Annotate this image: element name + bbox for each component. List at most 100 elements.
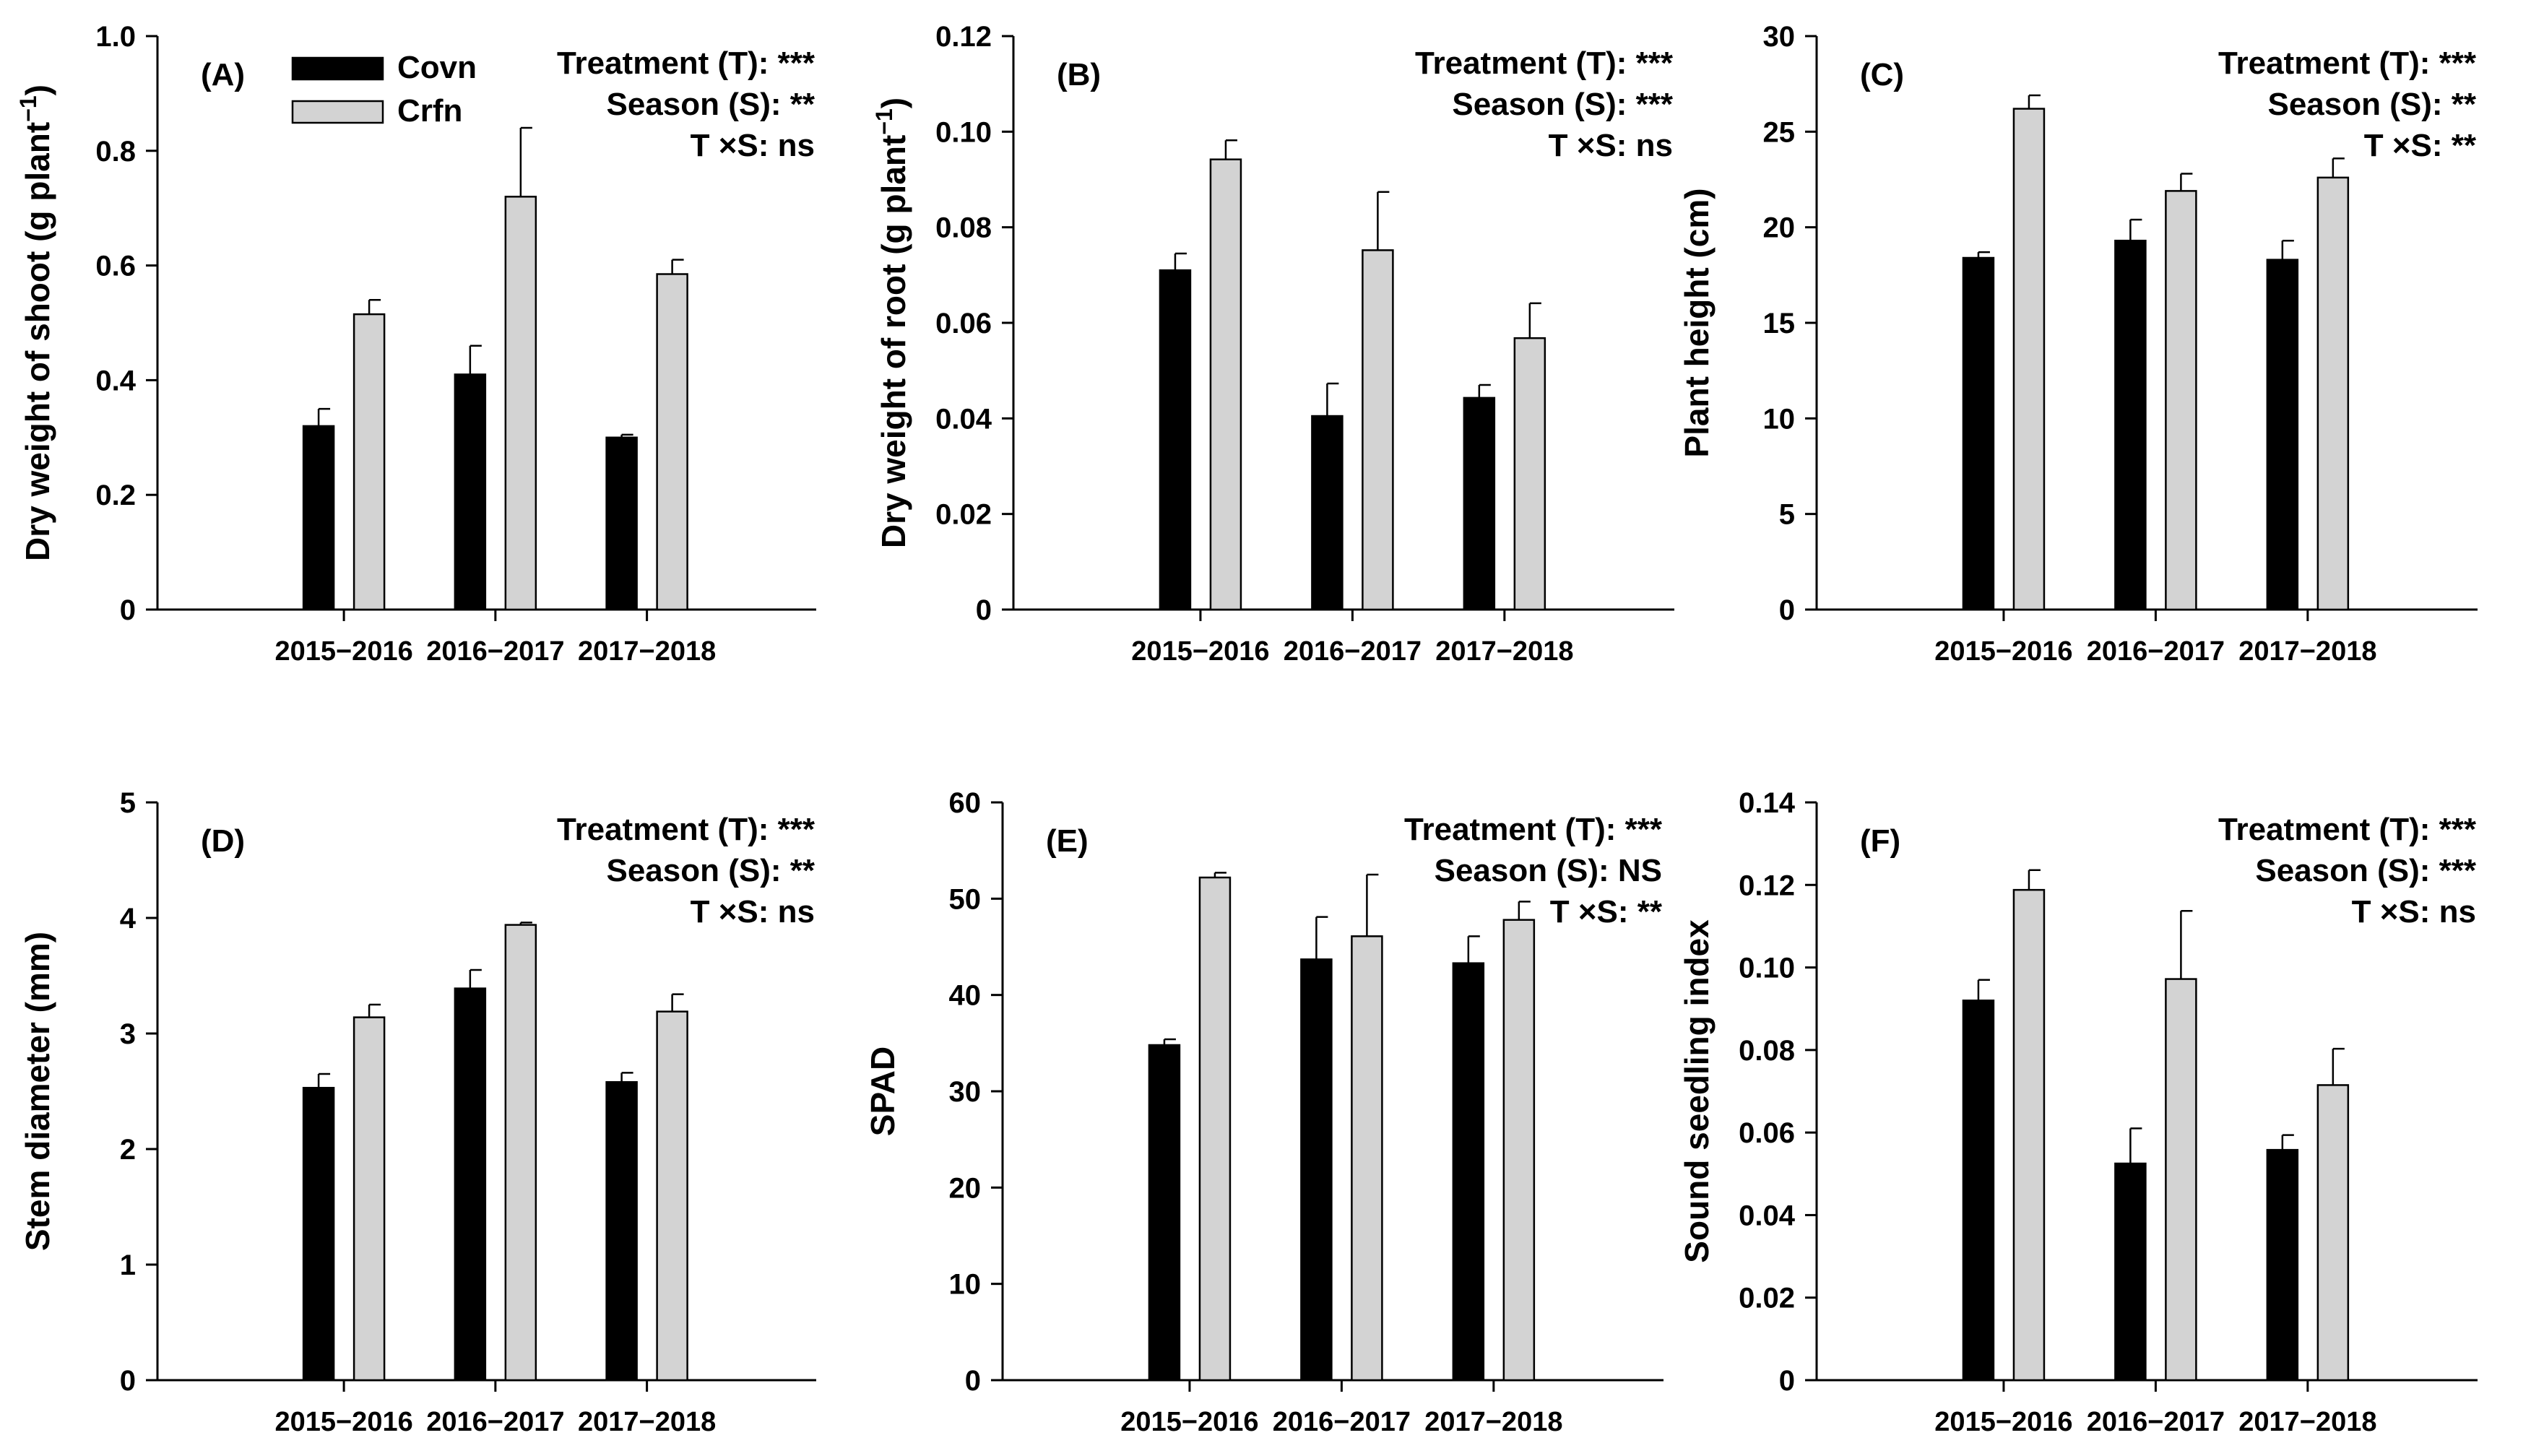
bar-covn — [2114, 1162, 2147, 1382]
y-tick-label: 10 — [1763, 403, 1796, 435]
bar-crfn — [2316, 1084, 2350, 1382]
x-tick-label: 2015−2016 — [274, 1407, 412, 1437]
bar-crfn — [2165, 190, 2197, 611]
bar-covn — [1463, 396, 1496, 611]
axis-line — [156, 802, 816, 1382]
annotation-text: T ×S: ** — [2364, 128, 2477, 163]
x-tick-label: 2017−2018 — [2238, 1407, 2376, 1437]
y-tick-label: 60 — [949, 787, 982, 819]
y-axis-label-end: ) — [875, 98, 912, 108]
bar-covn — [605, 1080, 638, 1382]
y-tick-label: 0.14 — [1739, 787, 1796, 819]
y-tick-label: 20 — [949, 1172, 982, 1204]
y-tick-label: 1 — [120, 1249, 136, 1281]
y-axis-label-main: Stem diameter (mm) — [19, 932, 56, 1251]
bar-covn — [1300, 958, 1333, 1382]
y-tick-label: 3 — [120, 1018, 136, 1050]
bar-crfn — [1362, 249, 1394, 611]
y-tick-label: 20 — [1763, 212, 1796, 244]
annotation-text: T ×S: ns — [2352, 894, 2476, 930]
bar-covn — [1311, 415, 1344, 611]
bar-covn — [454, 987, 487, 1382]
x-tick-label: 2015−2016 — [1120, 1407, 1258, 1437]
chart-panel-6: 0 0.02 0.04 0.06 0.08 0.10 0.12 0.14 2015−2016 20… — [1678, 787, 2478, 1437]
bar-covn — [1962, 256, 1995, 611]
chart-panel-1: 0 0.2 0.4 0.6 0.8 1.0 2015−2016 2016−2017 2017−2… — [15, 21, 816, 667]
y-axis-label-superscript: −1 — [15, 95, 41, 121]
y-axis-label-main: Plant height (cm) — [1678, 188, 1716, 457]
x-tick-label: 2016−2017 — [1284, 636, 1422, 667]
y-tick-label: 2 — [120, 1134, 136, 1166]
x-tick-label: 2015−2016 — [1934, 636, 2072, 667]
bar-crfn — [1502, 919, 1536, 1382]
x-tick-label: 2015−2016 — [1131, 636, 1269, 667]
y-tick-label: 50 — [949, 883, 982, 915]
y-tick-label: 0 — [1779, 1365, 1795, 1397]
bar-crfn — [504, 924, 537, 1382]
bar-crfn — [1209, 158, 1242, 611]
y-axis-label-main: SPAD — [864, 1046, 901, 1136]
annotation-text: Season (S): ** — [606, 853, 815, 888]
y-tick-label: 30 — [949, 1076, 982, 1108]
annotation-text: Season (S): NS — [1435, 853, 1662, 888]
legend-swatch-crfn — [291, 100, 384, 124]
y-axis-label-main: Sound seedling index — [1678, 919, 1716, 1263]
y-tick-label: 1.0 — [95, 21, 136, 53]
y-axis-label: Dry weight of shoot (g plant−1) — [15, 84, 56, 561]
annotation-text: Treatment (T): *** — [1404, 812, 1663, 847]
y-tick-label: 5 — [1779, 499, 1795, 531]
legend: Covn Crfn — [291, 50, 477, 129]
y-tick-label: 15 — [1763, 308, 1796, 339]
bar-crfn — [2012, 888, 2046, 1382]
annotation-text: Treatment (T): *** — [557, 46, 815, 81]
bar-crfn — [656, 273, 688, 611]
chart-panel-5: 0 10 20 30 40 50 60 2015−2016 2016−2017 2017−2018… — [864, 787, 1663, 1437]
x-tick-label: 2016−2017 — [426, 1407, 564, 1437]
y-axis-label-main: Dry weight of shoot (g plant — [19, 122, 56, 561]
legend-swatch-covn — [291, 56, 384, 81]
y-axis-label-main: Dry weight of root (g plant — [875, 135, 912, 548]
legend-label: Covn — [397, 50, 477, 85]
axis-line — [1001, 802, 1663, 1382]
panel-label: (E) — [1046, 823, 1089, 859]
y-tick-label: 0.02 — [1739, 1283, 1795, 1314]
y-tick-label: 0.06 — [1739, 1117, 1795, 1149]
y-tick-label: 0.08 — [935, 212, 992, 244]
bar-covn — [2114, 239, 2147, 611]
y-tick-label: 0.08 — [1739, 1035, 1795, 1067]
panel-label: (D) — [201, 823, 245, 859]
bar-crfn — [352, 1016, 386, 1382]
x-tick-label: 2017−2018 — [1435, 636, 1573, 667]
y-tick-label: 0 — [120, 594, 136, 626]
bar-covn — [1962, 1000, 1995, 1382]
bar-crfn — [2316, 176, 2350, 611]
y-axis-label: Sound seedling index — [1678, 919, 1716, 1263]
annotation-text: Season (S): ** — [606, 87, 815, 122]
y-axis-label: Plant height (cm) — [1678, 188, 1716, 457]
bar-covn — [2266, 259, 2299, 611]
y-tick-label: 0.12 — [1739, 870, 1795, 901]
panel-label: (A) — [201, 57, 245, 92]
panel-label: (F) — [1860, 823, 1900, 859]
annotation-text: Treatment (T): *** — [557, 812, 815, 847]
bar-covn — [1148, 1044, 1181, 1382]
annotation-text: T ×S: ns — [1549, 128, 1673, 163]
y-tick-label: 0.8 — [95, 136, 136, 168]
bar-covn — [302, 425, 335, 611]
y-tick-label: 5 — [120, 787, 136, 819]
y-axis-label: Stem diameter (mm) — [19, 932, 56, 1251]
y-tick-label: 4 — [120, 903, 137, 935]
bar-crfn — [504, 196, 537, 611]
y-tick-label: 25 — [1763, 116, 1796, 148]
y-tick-label: 0 — [120, 1365, 136, 1397]
y-tick-label: 0.12 — [935, 21, 992, 53]
bar-crfn — [656, 1010, 688, 1382]
bar-crfn — [2012, 108, 2046, 611]
annotation-text: Season (S): *** — [2255, 853, 2477, 888]
y-axis-label: Dry weight of root (g plant−1) — [871, 98, 912, 548]
y-tick-label: 0.06 — [935, 308, 992, 339]
x-tick-label: 2016−2017 — [2087, 1407, 2225, 1437]
y-tick-label: 0.04 — [935, 403, 992, 435]
x-tick-label: 2017−2018 — [578, 1407, 716, 1437]
